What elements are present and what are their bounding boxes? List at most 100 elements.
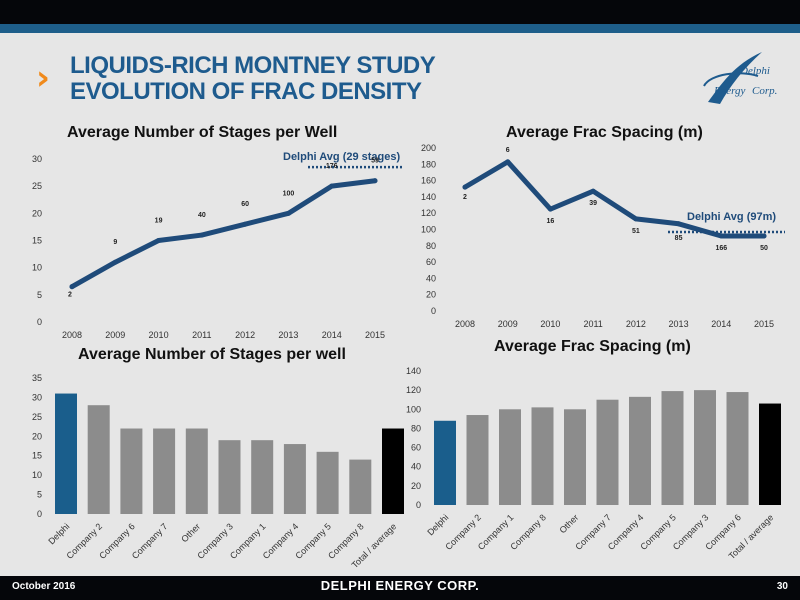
y-tick-label: 20 bbox=[426, 290, 436, 300]
x-tick-label: 2009 bbox=[105, 330, 125, 340]
chart-1-title: Average Number of Stages per Well bbox=[67, 124, 338, 141]
data-label: 176 bbox=[326, 163, 338, 170]
chart-3-title: Average Number of Stages per well bbox=[78, 346, 346, 363]
data-point bbox=[372, 178, 378, 184]
x-tick-label: 2013 bbox=[669, 319, 689, 329]
data-point bbox=[69, 284, 75, 290]
x-tick-label: 2010 bbox=[149, 330, 169, 340]
data-point bbox=[156, 238, 162, 243]
series-line bbox=[462, 159, 767, 239]
slide-title: LIQUIDS-RICH MONTNEY STUDY EVOLUTION OF … bbox=[70, 53, 436, 105]
data-label: 166 bbox=[715, 245, 727, 252]
data-point bbox=[718, 233, 724, 239]
x-tick-label: 2015 bbox=[754, 319, 774, 329]
data-point bbox=[285, 210, 291, 216]
y-tick-label: 80 bbox=[426, 241, 436, 251]
bar bbox=[251, 440, 274, 514]
reference-label: Delphi Avg (29 stages) bbox=[283, 151, 400, 163]
bar bbox=[349, 459, 372, 514]
data-point bbox=[462, 184, 468, 190]
y-tick-label: 25 bbox=[32, 181, 42, 191]
y-tick-label: 20 bbox=[411, 481, 421, 491]
data-label: 100 bbox=[283, 190, 295, 197]
data-point bbox=[676, 221, 682, 227]
y-tick-label: 30 bbox=[32, 392, 42, 402]
chevron-icon: › bbox=[36, 58, 51, 98]
top-bar bbox=[0, 0, 800, 24]
data-label: 51 bbox=[632, 228, 640, 235]
y-tick-label: 160 bbox=[421, 176, 436, 186]
data-point bbox=[590, 188, 596, 194]
bar bbox=[434, 420, 456, 505]
data-label: 40 bbox=[198, 212, 206, 219]
chart-4-title: Average Frac Spacing (m) bbox=[494, 338, 691, 355]
y-tick-label: 100 bbox=[421, 225, 436, 235]
bar bbox=[499, 409, 521, 505]
data-label: 60 bbox=[241, 201, 249, 208]
logo-text-energy: Energy bbox=[713, 85, 745, 97]
logo-text-corp: Corp. bbox=[752, 85, 777, 97]
data-label: 50 bbox=[760, 245, 768, 252]
x-tick-label: 2010 bbox=[540, 319, 560, 329]
x-tick-label: 2011 bbox=[192, 330, 211, 340]
data-label: 16 bbox=[547, 218, 555, 225]
y-tick-label: 140 bbox=[421, 192, 436, 202]
x-tick-label: 2011 bbox=[583, 319, 602, 329]
bar bbox=[629, 396, 651, 505]
x-tick-label: Other bbox=[557, 512, 580, 535]
data-label: 85 bbox=[675, 235, 683, 242]
bar bbox=[596, 399, 619, 505]
y-tick-label: 0 bbox=[37, 509, 42, 519]
data-point bbox=[505, 159, 511, 165]
chart-2-title: Average Frac Spacing (m) bbox=[506, 124, 703, 141]
data-label: 2 bbox=[463, 194, 467, 201]
y-tick-label: 140 bbox=[406, 366, 421, 376]
bar bbox=[55, 393, 77, 514]
y-tick-label: 40 bbox=[411, 462, 421, 472]
data-point bbox=[112, 259, 118, 265]
x-tick-label: 2014 bbox=[322, 330, 342, 340]
x-tick-label: 2008 bbox=[455, 319, 475, 329]
y-tick-label: 10 bbox=[32, 470, 42, 480]
x-tick-label: 2008 bbox=[62, 330, 82, 340]
bar bbox=[120, 428, 143, 514]
bar bbox=[759, 403, 781, 505]
y-tick-label: 180 bbox=[421, 159, 436, 169]
y-tick-label: 100 bbox=[406, 404, 421, 414]
y-tick-label: 5 bbox=[37, 490, 42, 500]
x-tick-label: 2012 bbox=[626, 319, 646, 329]
x-tick-label: 2012 bbox=[235, 330, 255, 340]
data-label: 6 bbox=[506, 147, 510, 154]
footer-bar bbox=[0, 576, 800, 600]
data-label: 19 bbox=[155, 218, 163, 225]
y-tick-label: 0 bbox=[431, 306, 436, 316]
data-label: 9 bbox=[113, 239, 117, 246]
y-tick-label: 20 bbox=[32, 208, 42, 218]
series-line bbox=[69, 178, 378, 290]
data-point bbox=[329, 183, 335, 189]
logo-swirl-icon bbox=[703, 72, 759, 87]
logo-swoosh-icon bbox=[708, 52, 762, 104]
bar bbox=[694, 390, 716, 505]
bar bbox=[218, 440, 241, 514]
bar bbox=[153, 428, 176, 514]
y-tick-label: 10 bbox=[32, 263, 42, 273]
bar bbox=[283, 444, 306, 514]
bar bbox=[87, 405, 110, 514]
x-tick-label: 2015 bbox=[365, 330, 385, 340]
footer-date: October 2016 bbox=[12, 581, 76, 592]
accent-stripe bbox=[0, 24, 800, 33]
title-line-2: EVOLUTION OF FRAC DENSITY bbox=[70, 78, 422, 105]
y-tick-label: 5 bbox=[37, 290, 42, 300]
data-point bbox=[761, 233, 767, 239]
y-tick-label: 40 bbox=[426, 273, 436, 283]
x-tick-label: 2013 bbox=[278, 330, 298, 340]
delphi-logo: Delphi Energy Corp. bbox=[703, 52, 777, 104]
y-tick-label: 20 bbox=[32, 431, 42, 441]
data-label: 2 bbox=[68, 292, 72, 299]
bar bbox=[466, 415, 489, 505]
x-tick-label: 2009 bbox=[498, 319, 518, 329]
